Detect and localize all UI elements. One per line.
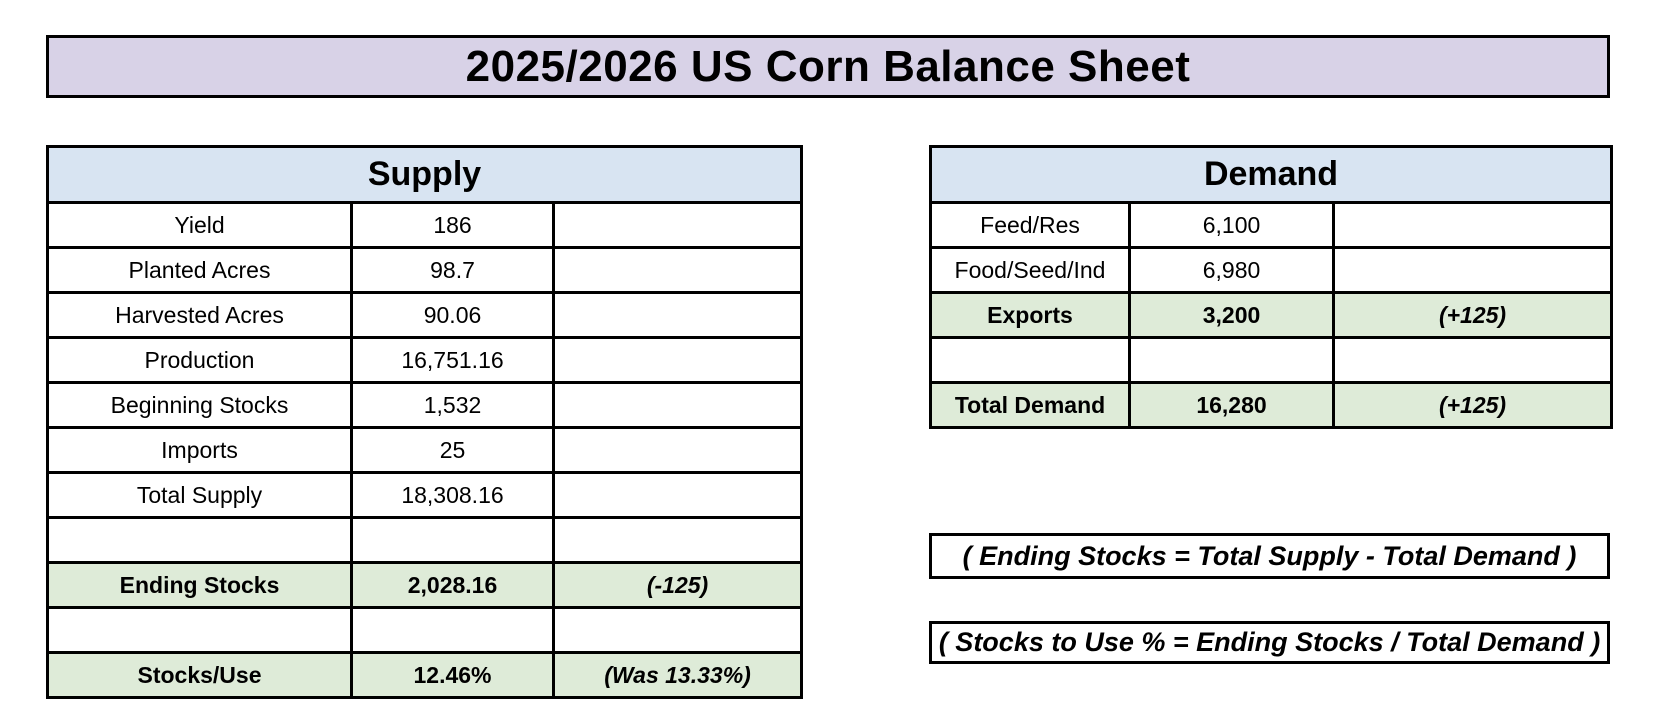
formula-text: ( Stocks to Use % = Ending Stocks / Tota… (938, 627, 1601, 657)
supply-row-imports: Imports 25 (46, 426, 804, 474)
row-value-cell[interactable]: 3,200 (1128, 291, 1335, 339)
row-label-cell[interactable]: Ending Stocks (46, 561, 353, 609)
demand-table: Demand Feed/Res 6,100 Food/Seed/Ind 6,98… (928, 145, 1614, 429)
formula-text: ( Ending Stocks = Total Supply - Total D… (962, 540, 1577, 571)
supply-row-production: Production 16,751.16 (46, 336, 804, 384)
row-value-cell[interactable]: 6,980 (1128, 246, 1335, 294)
row-note-cell[interactable] (551, 201, 804, 249)
supply-row-yield: Yield 186 (46, 201, 804, 249)
row-label-cell[interactable]: Total Supply (46, 471, 353, 519)
row-note-cell[interactable] (551, 381, 804, 429)
row-note-cell[interactable]: (Was 13.33%) (551, 651, 804, 699)
supply-row-stocks-use: Stocks/Use 12.46% (Was 13.33%) (46, 651, 804, 699)
supply-row-ending-stocks: Ending Stocks 2,028.16 (-125) (46, 561, 804, 609)
supply-section-header-cell[interactable]: Supply (45, 145, 804, 204)
row-note-cell[interactable] (1331, 201, 1614, 249)
demand-section-header-cell[interactable]: Demand (928, 145, 1614, 204)
demand-row-feed-res: Feed/Res 6,100 (929, 201, 1614, 249)
row-value-cell[interactable] (1128, 336, 1335, 384)
row-note-cell[interactable] (551, 246, 804, 294)
demand-row-empty-1 (929, 336, 1614, 384)
stocks-to-use-formula-note: ( Stocks to Use % = Ending Stocks / Tota… (929, 621, 1610, 664)
row-label-cell[interactable] (46, 516, 353, 564)
row-note-cell[interactable] (1331, 336, 1614, 384)
row-label-cell[interactable]: Imports (46, 426, 353, 474)
row-note-cell[interactable]: (+125) (1331, 381, 1614, 429)
row-label-cell[interactable]: Stocks/Use (46, 651, 353, 699)
row-label-cell[interactable]: Beginning Stocks (46, 381, 353, 429)
supply-row-empty-2 (46, 606, 804, 654)
row-note-cell[interactable] (551, 426, 804, 474)
row-value-cell[interactable]: 2,028.16 (350, 561, 555, 609)
title-banner: 2025/2026 US Corn Balance Sheet (46, 35, 1610, 98)
row-value-cell[interactable] (350, 516, 555, 564)
row-label-cell[interactable]: Yield (46, 201, 353, 249)
supply-row-harvested-acres: Harvested Acres 90.06 (46, 291, 804, 339)
row-label-cell[interactable]: Food/Seed/Ind (929, 246, 1131, 294)
demand-row-total-demand: Total Demand 16,280 (+125) (929, 381, 1614, 429)
row-label-cell[interactable]: Harvested Acres (46, 291, 353, 339)
row-value-cell[interactable]: 12.46% (350, 651, 555, 699)
row-label-cell[interactable]: Exports (929, 291, 1131, 339)
demand-row-exports: Exports 3,200 (+125) (929, 291, 1614, 339)
row-note-cell[interactable] (1331, 246, 1614, 294)
row-value-cell[interactable]: 186 (350, 201, 555, 249)
row-value-cell[interactable]: 16,280 (1128, 381, 1335, 429)
row-note-cell[interactable] (551, 606, 804, 654)
row-note-cell[interactable] (551, 291, 804, 339)
row-label-cell[interactable] (46, 606, 353, 654)
supply-row-empty-1 (46, 516, 804, 564)
supply-row-beginning-stocks: Beginning Stocks 1,532 (46, 381, 804, 429)
row-label-cell[interactable]: Planted Acres (46, 246, 353, 294)
row-value-cell[interactable]: 1,532 (350, 381, 555, 429)
row-value-cell[interactable]: 6,100 (1128, 201, 1335, 249)
row-value-cell[interactable]: 18,308.16 (350, 471, 555, 519)
demand-header-row: Demand (928, 145, 1614, 204)
demand-row-food-seed-ind: Food/Seed/Ind 6,980 (929, 246, 1614, 294)
row-value-cell[interactable] (350, 606, 555, 654)
row-note-cell[interactable] (551, 516, 804, 564)
row-note-cell[interactable] (551, 471, 804, 519)
row-note-cell[interactable]: (+125) (1331, 291, 1614, 339)
row-value-cell[interactable]: 98.7 (350, 246, 555, 294)
row-value-cell[interactable]: 16,751.16 (350, 336, 555, 384)
supply-row-total-supply: Total Supply 18,308.16 (46, 471, 804, 519)
row-note-cell[interactable]: (-125) (551, 561, 804, 609)
row-note-cell[interactable] (551, 336, 804, 384)
row-value-cell[interactable]: 25 (350, 426, 555, 474)
supply-header-row: Supply (45, 145, 804, 204)
row-value-cell[interactable]: 90.06 (350, 291, 555, 339)
supply-row-planted-acres: Planted Acres 98.7 (46, 246, 804, 294)
row-label-cell[interactable]: Feed/Res (929, 201, 1131, 249)
page-title: 2025/2026 US Corn Balance Sheet (465, 41, 1191, 91)
ending-stocks-formula-note: ( Ending Stocks = Total Supply - Total D… (929, 533, 1610, 579)
row-label-cell[interactable]: Production (46, 336, 353, 384)
row-label-cell[interactable]: Total Demand (929, 381, 1131, 429)
row-label-cell[interactable] (929, 336, 1131, 384)
supply-table: Supply Yield 186 Planted Acres 98.7 Harv… (45, 145, 804, 699)
